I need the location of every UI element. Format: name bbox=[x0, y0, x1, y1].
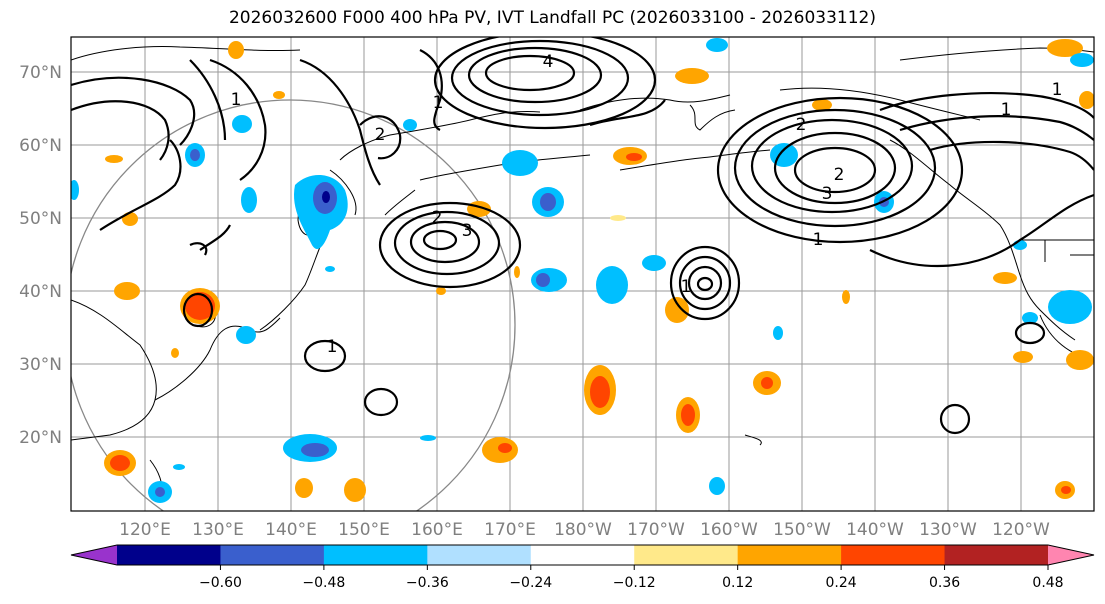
contour-label: 1 bbox=[1052, 80, 1063, 100]
colorbar-swatch bbox=[220, 545, 325, 565]
map-border bbox=[70, 36, 1095, 512]
colorbar-tick-label: −0.24 bbox=[509, 575, 552, 591]
contour-label: 1 bbox=[433, 93, 444, 113]
colorbar-swatch bbox=[117, 545, 221, 565]
contour-label: 1 bbox=[231, 90, 242, 110]
lon-label: 160°W bbox=[700, 520, 758, 540]
contour-label: 2 bbox=[834, 165, 845, 185]
lat-label: 50°N bbox=[19, 209, 62, 229]
contour-label: 1 bbox=[327, 337, 338, 357]
colorbar-swatch bbox=[944, 545, 1049, 565]
contour-label: 1 bbox=[681, 277, 692, 297]
contour-label: 1 bbox=[813, 230, 824, 250]
colorbar-tick-label: 0.36 bbox=[929, 575, 960, 591]
lon-label: 140°E bbox=[265, 520, 317, 540]
lat-label: 30°N bbox=[19, 355, 62, 375]
colorbar-tick-label: 0.24 bbox=[826, 575, 857, 591]
lon-label: 130°W bbox=[919, 520, 977, 540]
range-circle bbox=[71, 99, 516, 511]
colorbar-swatch bbox=[841, 545, 946, 565]
contour-label: 3 bbox=[462, 221, 473, 241]
colorbar-swatch bbox=[427, 545, 532, 565]
contour-label: 2 bbox=[432, 208, 443, 228]
colorbar-swatch bbox=[323, 545, 428, 565]
contour-label: 1 bbox=[1001, 100, 1012, 120]
lon-label: 170°E bbox=[484, 520, 536, 540]
pv-contours bbox=[71, 37, 1094, 435]
colorbar-extend-low bbox=[71, 545, 117, 565]
colorbar bbox=[70, 544, 1095, 566]
lon-label: 130°E bbox=[192, 520, 244, 540]
lon-label: 150°W bbox=[773, 520, 831, 540]
contour-label: 3 bbox=[822, 184, 833, 204]
colorbar-outline bbox=[70, 544, 1095, 566]
lon-label: 150°E bbox=[338, 520, 390, 540]
colorbar-tick-label: 0.48 bbox=[1032, 575, 1063, 591]
lon-label: 160°E bbox=[411, 520, 463, 540]
contour-label: 2 bbox=[796, 115, 807, 135]
colorbar-tick-label: −0.36 bbox=[406, 575, 449, 591]
lon-label: 180°W bbox=[554, 520, 612, 540]
lat-label: 70°N bbox=[19, 63, 62, 83]
lon-label: 120°E bbox=[119, 520, 171, 540]
colorbar-tick-label: −0.12 bbox=[613, 575, 656, 591]
lon-label: 120°W bbox=[992, 520, 1050, 540]
colorbar-swatch bbox=[634, 545, 739, 565]
colorbar-swatch bbox=[737, 545, 842, 565]
map-title: 2026032600 F000 400 hPa PV, IVT Landfall… bbox=[228, 8, 876, 28]
colorbar-swatch bbox=[530, 545, 635, 565]
lat-label: 20°N bbox=[19, 428, 62, 448]
colorbar-tick-label: −0.48 bbox=[302, 575, 345, 591]
lon-label: 170°W bbox=[627, 520, 685, 540]
contour-label: 4 bbox=[543, 52, 554, 72]
colorbar-tick-label: 0.12 bbox=[722, 575, 753, 591]
colorbar-ticks: −0.60 −0.48 −0.36 −0.24 −0.12 0.12 0.24 0.36 0.4… bbox=[199, 565, 1064, 591]
colorbar-tick-label: −0.60 bbox=[199, 575, 242, 591]
colorbar-extend-high bbox=[1048, 545, 1094, 565]
lon-label: 140°W bbox=[846, 520, 904, 540]
lat-label: 40°N bbox=[19, 282, 62, 302]
contour-label: 2 bbox=[375, 125, 386, 145]
lat-label: 60°N bbox=[19, 136, 62, 156]
